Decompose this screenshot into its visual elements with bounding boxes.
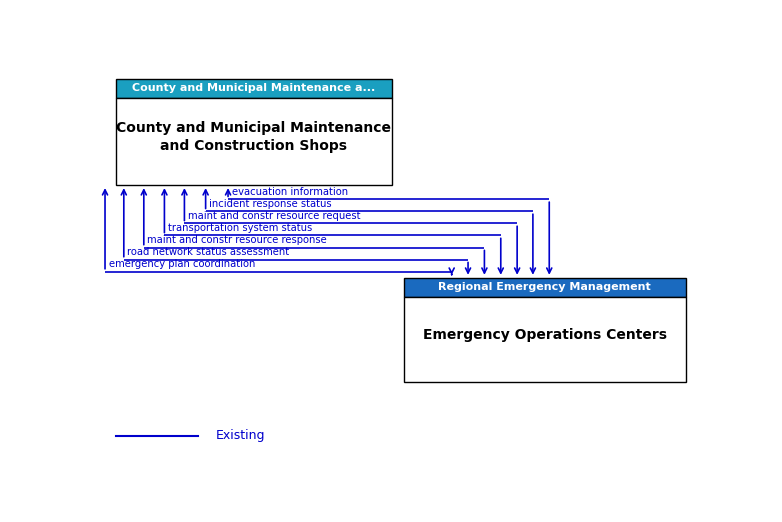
Text: Emergency Operations Centers: Emergency Operations Centers (423, 328, 667, 342)
Text: incident response status: incident response status (210, 199, 332, 209)
Bar (116, 79, 392, 98)
Text: County and Municipal Maintenance
and Construction Shops: County and Municipal Maintenance and Con… (117, 121, 391, 153)
Text: road network status assessment: road network status assessment (127, 247, 289, 257)
Text: Existing: Existing (216, 429, 265, 442)
Text: evacuation information: evacuation information (231, 187, 348, 197)
Text: transportation system status: transportation system status (168, 223, 312, 233)
Text: Regional Emergency Management: Regional Emergency Management (439, 282, 651, 292)
Bar (404, 278, 686, 297)
Text: maint and constr resource response: maint and constr resource response (148, 235, 327, 245)
Text: emergency plan coordination: emergency plan coordination (109, 259, 255, 269)
Text: maint and constr resource request: maint and constr resource request (188, 211, 361, 221)
Text: County and Municipal Maintenance a...: County and Municipal Maintenance a... (132, 84, 375, 93)
Bar (116, 98, 392, 185)
Bar (404, 297, 686, 382)
